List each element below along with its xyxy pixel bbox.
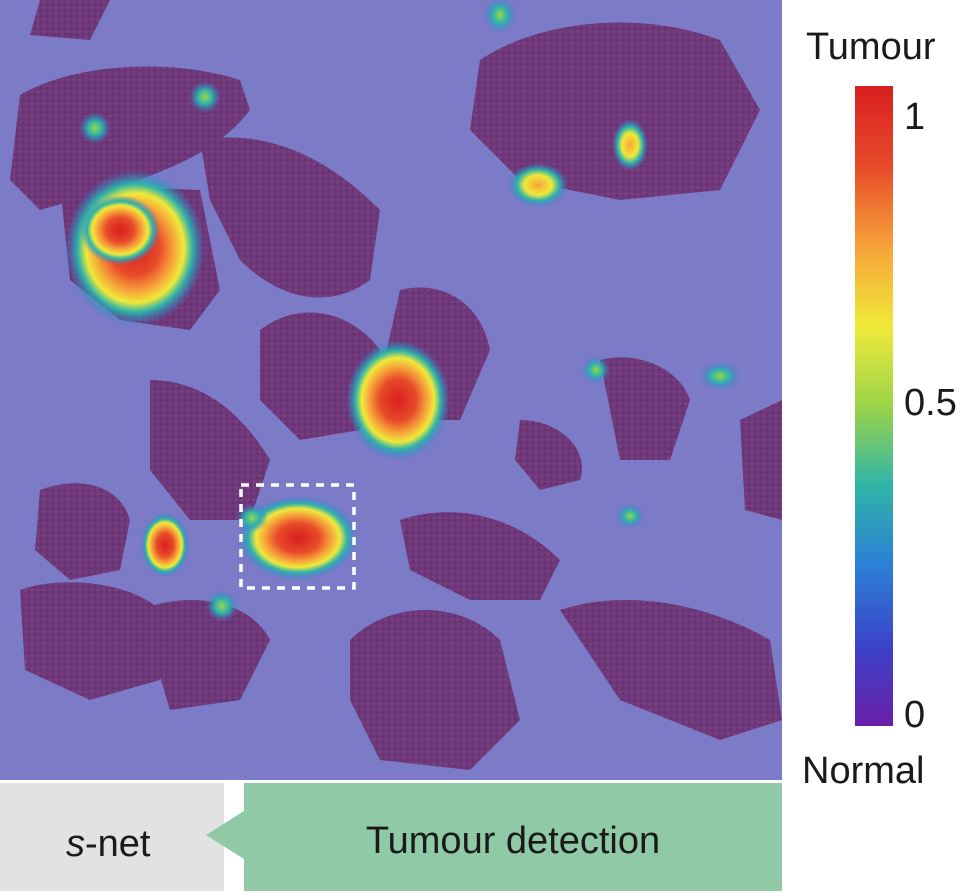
colorbar-tick-mid: 0.5 (904, 382, 957, 424)
colorbar-tick-max: 1 (904, 96, 926, 138)
tumour-heatmap-image (0, 0, 782, 780)
colorbar-tick-min: 0 (904, 694, 926, 736)
tumour-probability-hotspots (65, 0, 740, 622)
tumour-detection-step-arrow (206, 783, 782, 891)
colorbar-top-label: Tumour (806, 26, 936, 68)
tumour-detection-label: Tumour detection (365, 820, 661, 862)
s-net-label-italic: s (66, 823, 85, 865)
region-of-interest-box (239, 483, 356, 590)
s-net-step-box: s-net (0, 783, 224, 891)
colorbar-bottom-label: Normal (802, 750, 925, 792)
s-net-label: s-net (66, 823, 150, 866)
colorbar (855, 86, 893, 726)
s-net-label-rest: -net (85, 823, 151, 865)
